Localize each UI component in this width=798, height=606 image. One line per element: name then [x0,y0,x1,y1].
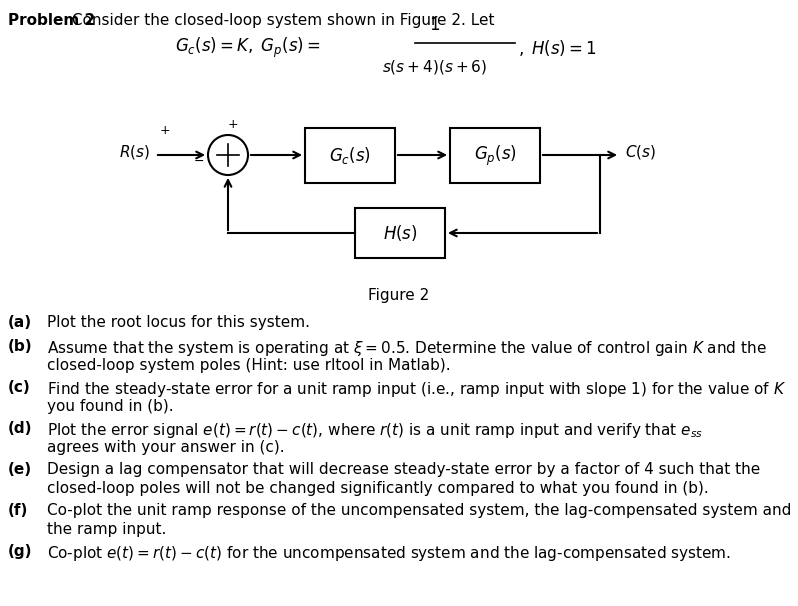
Text: $,\;H(s) = 1$: $,\;H(s) = 1$ [518,38,597,58]
Text: Co-plot $e(t) = r(t) - c(t)$ for the uncompensated system and the lag-compensate: Co-plot $e(t) = r(t) - c(t)$ for the unc… [47,544,731,563]
Bar [355,208,445,258]
Text: (d): (d) [8,421,33,436]
Text: $G_p(s)$: $G_p(s)$ [473,144,516,168]
Text: Plot the error signal $e(t) = r(t) - c(t)$, where $r(t)$ is a unit ramp input an: Plot the error signal $e(t) = r(t) - c(t… [47,421,703,440]
Text: (g): (g) [8,544,33,559]
Text: $R(s)$: $R(s)$ [119,143,150,161]
Text: $G_c(s) = K,\;G_p(s) =$: $G_c(s) = K,\;G_p(s) =$ [175,36,321,60]
Bar [450,128,540,183]
Text: closed-loop poles will not be changed significantly compared to what you found i: closed-loop poles will not be changed si… [47,481,709,496]
Text: $G_c(s)$: $G_c(s)$ [329,145,371,166]
Text: Co-plot the unit ramp response of the uncompensated system, the lag-compensated : Co-plot the unit ramp response of the un… [47,503,792,518]
Text: Find the steady-state error for a unit ramp input (i.e., ramp input with slope 1: Find the steady-state error for a unit r… [47,380,786,399]
Text: you found in (b).: you found in (b). [47,399,174,414]
Text: Consider the closed-loop system shown in Figure 2. Let: Consider the closed-loop system shown in… [67,13,495,28]
Text: closed-loop system poles (Hint: use rltool in Matlab).: closed-loop system poles (Hint: use rlto… [47,358,451,373]
Text: (e): (e) [8,462,32,477]
Text: (c): (c) [8,380,31,395]
Text: (f): (f) [8,503,29,518]
Text: the ramp input.: the ramp input. [47,522,166,537]
Text: $s(s+4)(s+6)$: $s(s+4)(s+6)$ [382,58,488,76]
Text: +: + [160,124,171,137]
Text: agrees with your answer in (c).: agrees with your answer in (c). [47,440,285,455]
Text: $H(s)$: $H(s)$ [382,223,417,243]
Text: Problem 2: Problem 2 [8,13,95,28]
Text: +: + [227,118,239,131]
Text: Plot the root locus for this system.: Plot the root locus for this system. [47,315,310,330]
Text: $1$: $1$ [429,16,440,34]
Text: (a): (a) [8,315,32,330]
Text: Assume that the system is operating at $\xi = 0.5$. Determine the value of contr: Assume that the system is operating at $… [47,339,767,358]
Text: Figure 2: Figure 2 [369,288,429,303]
Text: Design a lag compensator that will decrease steady-state error by a factor of 4 : Design a lag compensator that will decre… [47,462,760,477]
Text: (b): (b) [8,339,33,354]
Bar [305,128,395,183]
Text: $-$: $-$ [193,153,204,167]
Text: $C(s)$: $C(s)$ [625,143,656,161]
